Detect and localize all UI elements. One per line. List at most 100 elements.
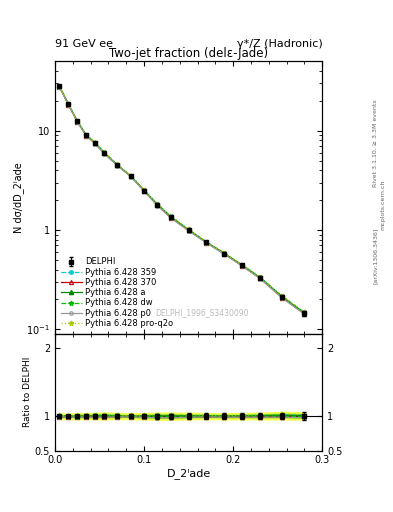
- Pythia 6.428 359: [57, 83, 62, 89]
- Pythia 6.428 a: [257, 274, 262, 281]
- Y-axis label: Ratio to DELPHI: Ratio to DELPHI: [23, 357, 32, 428]
- Pythia 6.428 p0: [142, 188, 147, 195]
- Pythia 6.428 359: [75, 118, 80, 124]
- Pythia 6.428 dw: [204, 240, 209, 246]
- Pythia 6.428 a: [169, 214, 173, 220]
- Pythia 6.428 dw: [257, 275, 262, 281]
- Pythia 6.428 dw: [186, 227, 191, 233]
- Pythia 6.428 p0: [257, 275, 262, 282]
- Pythia 6.428 359: [155, 201, 160, 207]
- Pythia 6.428 p0: [66, 102, 71, 108]
- Pythia 6.428 370: [142, 188, 147, 194]
- Pythia 6.428 pro-q2o: [84, 132, 88, 138]
- Pythia 6.428 dw: [115, 162, 120, 168]
- Pythia 6.428 a: [222, 250, 227, 257]
- Pythia 6.428 pro-q2o: [75, 118, 80, 124]
- Line: Pythia 6.428 pro-q2o: Pythia 6.428 pro-q2o: [57, 83, 307, 314]
- Pythia 6.428 359: [102, 149, 107, 155]
- Pythia 6.428 359: [222, 250, 227, 256]
- Legend: DELPHI, Pythia 6.428 359, Pythia 6.428 370, Pythia 6.428 a, Pythia 6.428 dw, Pyt: DELPHI, Pythia 6.428 359, Pythia 6.428 3…: [59, 256, 175, 330]
- Pythia 6.428 dw: [280, 294, 285, 301]
- Pythia 6.428 pro-q2o: [169, 213, 173, 219]
- Pythia 6.428 a: [102, 150, 107, 156]
- Pythia 6.428 dw: [155, 202, 160, 208]
- Pythia 6.428 dw: [66, 101, 71, 108]
- Pythia 6.428 pro-q2o: [257, 274, 262, 280]
- Text: Rivet 3.1.10, ≥ 3.3M events: Rivet 3.1.10, ≥ 3.3M events: [373, 99, 378, 187]
- Pythia 6.428 370: [302, 311, 307, 317]
- Text: γ*/Z (Hadronic): γ*/Z (Hadronic): [237, 38, 322, 49]
- Pythia 6.428 dw: [129, 173, 133, 179]
- Pythia 6.428 pro-q2o: [186, 226, 191, 232]
- Pythia 6.428 p0: [280, 295, 285, 301]
- Pythia 6.428 p0: [84, 133, 88, 139]
- Pythia 6.428 a: [186, 227, 191, 233]
- Pythia 6.428 359: [66, 101, 71, 107]
- Pythia 6.428 pro-q2o: [57, 83, 62, 89]
- Pythia 6.428 359: [115, 162, 120, 168]
- Pythia 6.428 359: [257, 274, 262, 280]
- Pythia 6.428 pro-q2o: [222, 250, 227, 256]
- Pythia 6.428 359: [302, 309, 307, 315]
- Pythia 6.428 p0: [115, 162, 120, 168]
- Pythia 6.428 pro-q2o: [204, 239, 209, 245]
- Title: Two-jet fraction (delε-Jade): Two-jet fraction (delε-Jade): [109, 47, 268, 60]
- Pythia 6.428 370: [129, 173, 133, 179]
- Pythia 6.428 370: [280, 294, 285, 301]
- Pythia 6.428 370: [222, 251, 227, 257]
- Pythia 6.428 a: [129, 173, 133, 179]
- Pythia 6.428 p0: [93, 141, 97, 147]
- Pythia 6.428 359: [129, 173, 133, 179]
- Text: [arXiv:1306.3436]: [arXiv:1306.3436]: [373, 228, 378, 284]
- Pythia 6.428 pro-q2o: [129, 173, 133, 179]
- Pythia 6.428 370: [66, 101, 71, 108]
- Pythia 6.428 a: [84, 132, 88, 138]
- Pythia 6.428 370: [155, 202, 160, 208]
- Pythia 6.428 370: [204, 240, 209, 246]
- Line: Pythia 6.428 p0: Pythia 6.428 p0: [58, 85, 306, 316]
- Pythia 6.428 pro-q2o: [155, 201, 160, 207]
- Pythia 6.428 p0: [75, 119, 80, 125]
- Pythia 6.428 p0: [155, 203, 160, 209]
- Pythia 6.428 359: [84, 132, 88, 138]
- Pythia 6.428 p0: [169, 215, 173, 221]
- Pythia 6.428 p0: [302, 311, 307, 317]
- Pythia 6.428 pro-q2o: [142, 187, 147, 193]
- Pythia 6.428 370: [102, 150, 107, 156]
- Pythia 6.428 a: [93, 140, 97, 146]
- Pythia 6.428 pro-q2o: [93, 139, 97, 145]
- Pythia 6.428 p0: [102, 151, 107, 157]
- Y-axis label: N dσ/dD_2ᴵade: N dσ/dD_2ᴵade: [13, 162, 24, 233]
- Pythia 6.428 370: [93, 140, 97, 146]
- Pythia 6.428 dw: [102, 150, 107, 156]
- Pythia 6.428 370: [115, 162, 120, 168]
- Pythia 6.428 a: [280, 293, 285, 300]
- Pythia 6.428 pro-q2o: [240, 262, 244, 268]
- Line: Pythia 6.428 dw: Pythia 6.428 dw: [57, 84, 307, 316]
- Pythia 6.428 359: [240, 262, 244, 268]
- Pythia 6.428 370: [57, 83, 62, 90]
- Pythia 6.428 a: [66, 101, 71, 107]
- Pythia 6.428 370: [257, 275, 262, 281]
- Pythia 6.428 p0: [57, 84, 62, 90]
- Pythia 6.428 359: [280, 293, 285, 300]
- Pythia 6.428 a: [240, 262, 244, 268]
- Pythia 6.428 370: [169, 215, 173, 221]
- Pythia 6.428 p0: [129, 174, 133, 180]
- Pythia 6.428 dw: [169, 215, 173, 221]
- Pythia 6.428 p0: [222, 251, 227, 257]
- Pythia 6.428 a: [75, 118, 80, 124]
- Pythia 6.428 a: [57, 83, 62, 90]
- Text: DELPHI_1996_S3430090: DELPHI_1996_S3430090: [155, 309, 249, 317]
- Pythia 6.428 pro-q2o: [280, 293, 285, 299]
- Pythia 6.428 dw: [57, 83, 62, 90]
- Text: mcplots.cern.ch: mcplots.cern.ch: [381, 180, 386, 230]
- Pythia 6.428 359: [204, 239, 209, 245]
- Pythia 6.428 pro-q2o: [66, 101, 71, 107]
- Pythia 6.428 dw: [84, 132, 88, 138]
- Pythia 6.428 a: [115, 162, 120, 168]
- Pythia 6.428 pro-q2o: [102, 148, 107, 155]
- Line: Pythia 6.428 370: Pythia 6.428 370: [57, 84, 307, 316]
- Pythia 6.428 359: [186, 226, 191, 232]
- Pythia 6.428 dw: [240, 262, 244, 268]
